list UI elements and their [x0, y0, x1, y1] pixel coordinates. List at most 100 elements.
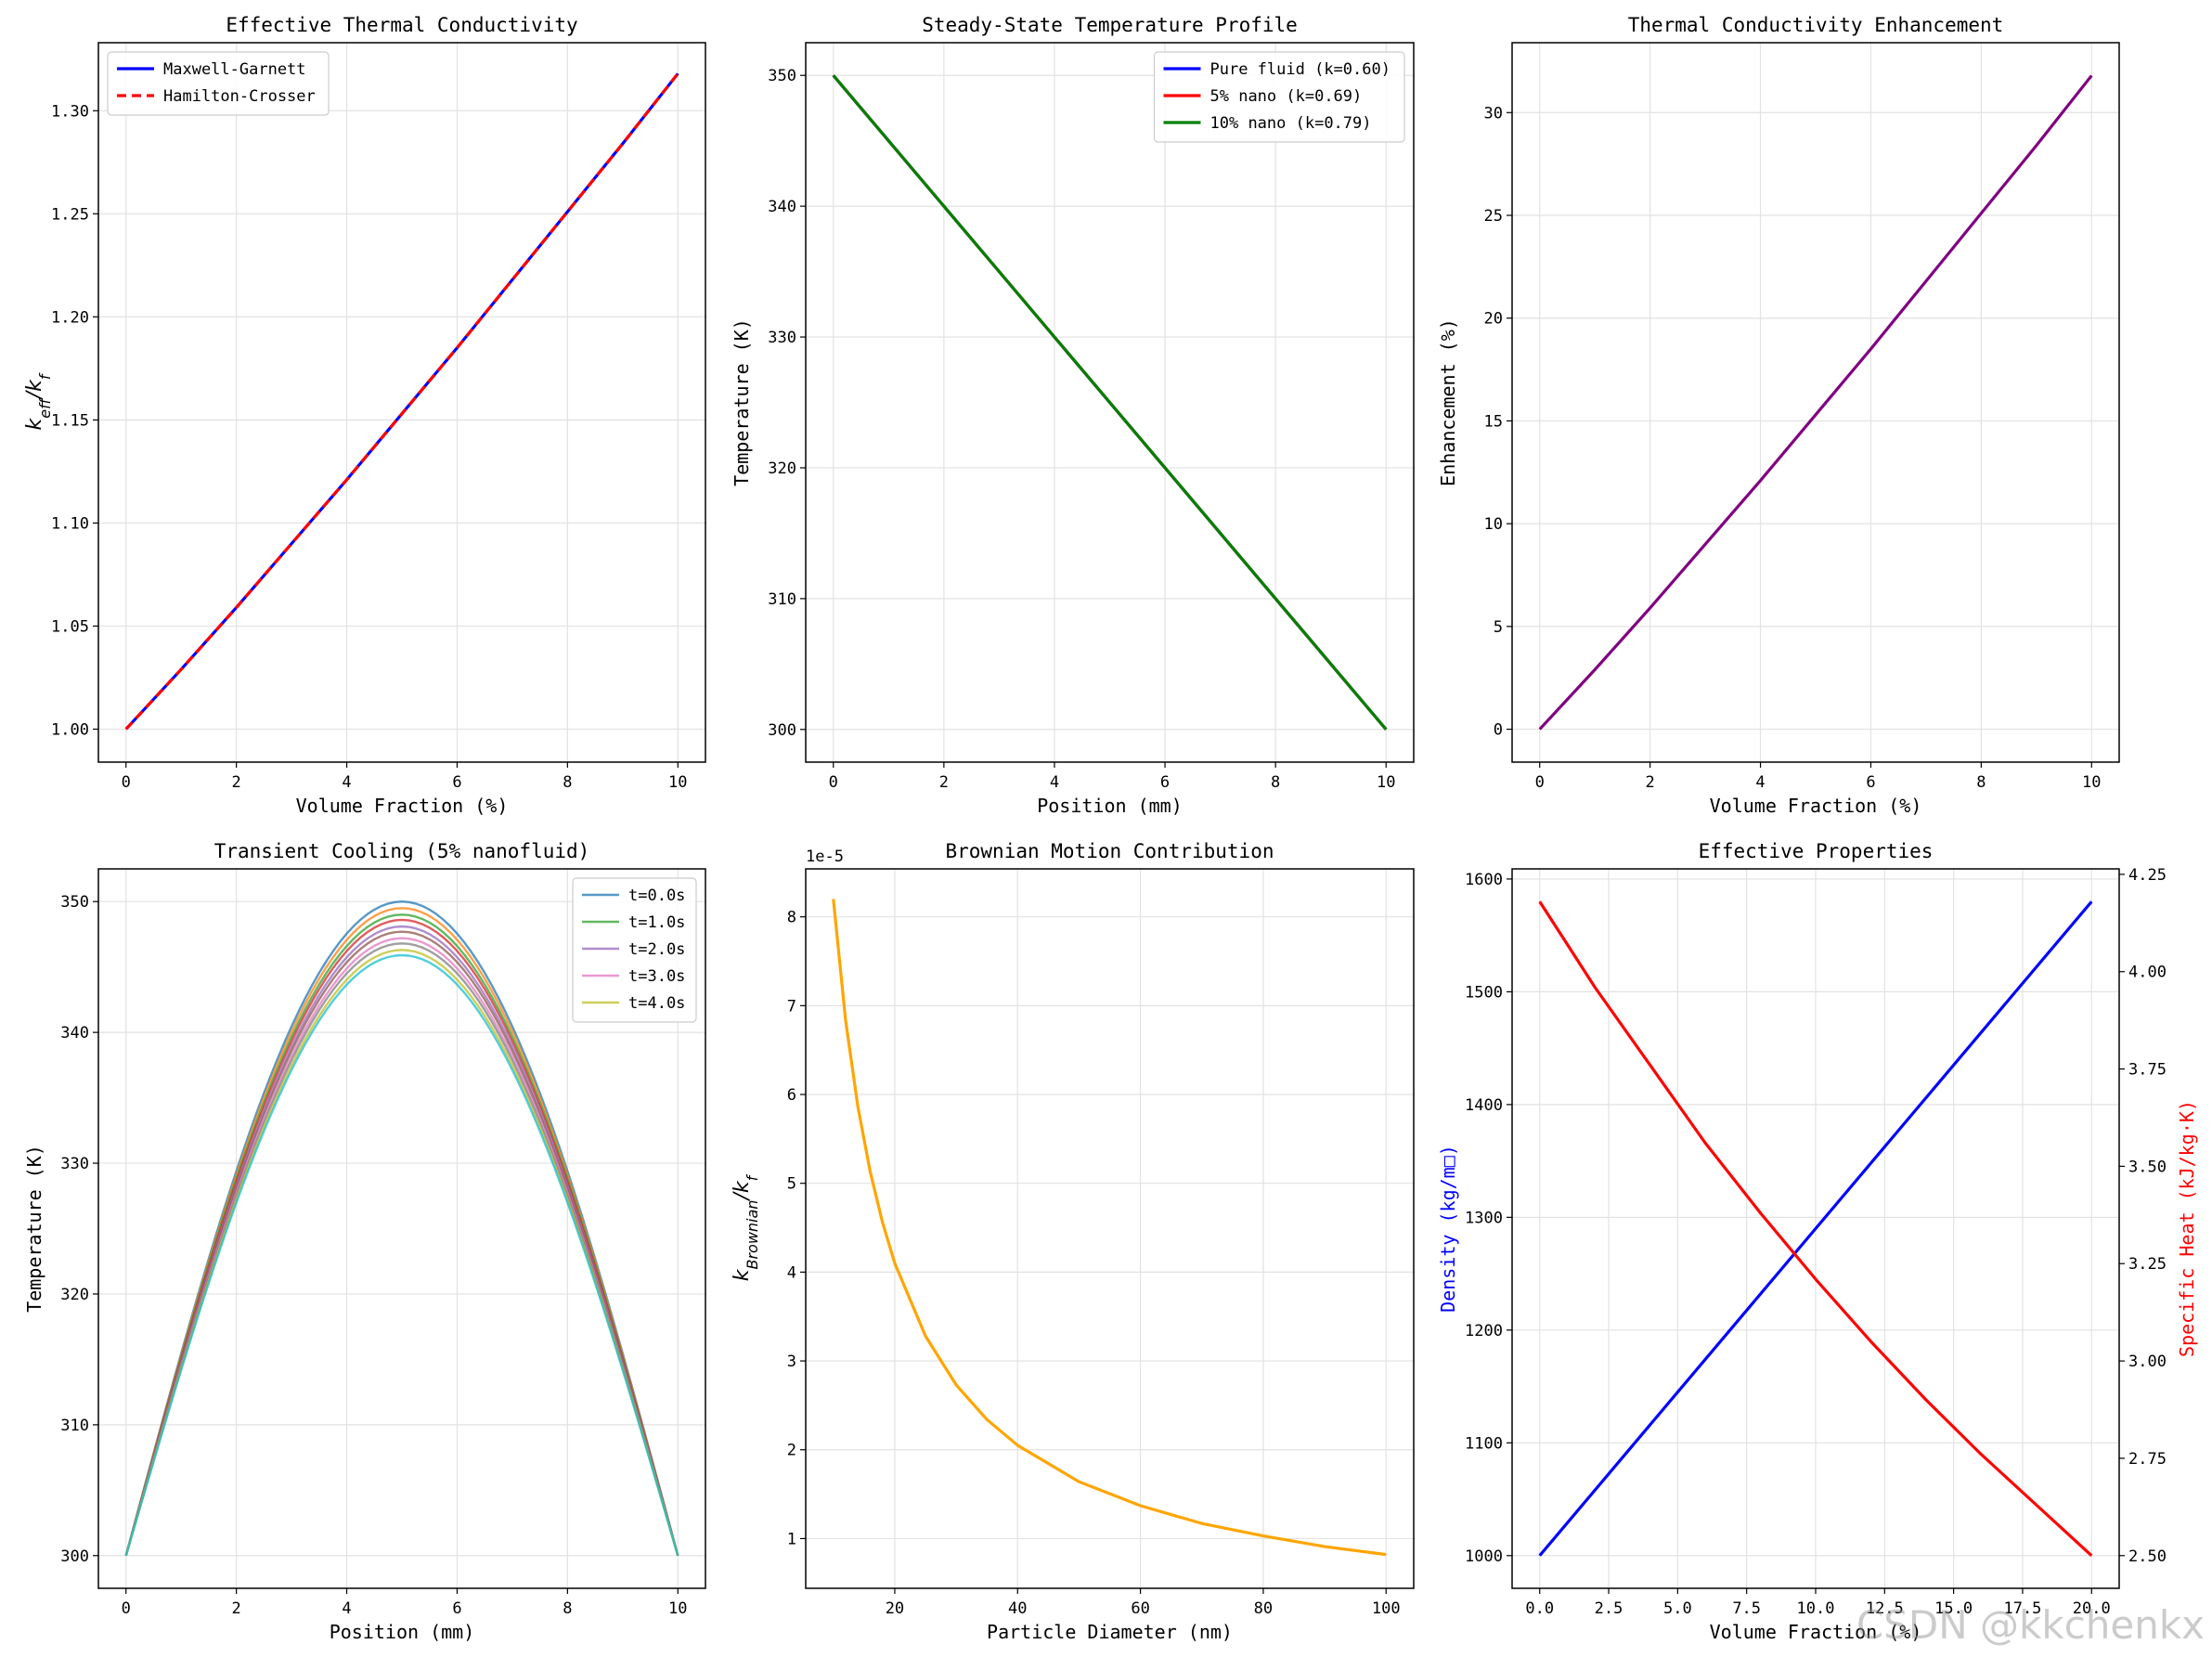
x-tick-label: 0 [1535, 773, 1545, 792]
legend-label: t=4.0s [628, 994, 685, 1013]
x-tick-label: 10.0 [1797, 1599, 1835, 1618]
series-line-6 [124, 930, 679, 1557]
y-tick-label: 20 [1484, 310, 1503, 329]
x-tick-label: 15.0 [1934, 1599, 1973, 1618]
x-tick-label: 10 [1377, 773, 1395, 792]
x-tick-label: 8 [563, 1599, 572, 1618]
y-tick-label: 5 [787, 1175, 796, 1194]
y-tick-label: 4 [787, 1263, 796, 1282]
x-axis-label: Particle Diameter (nm) [987, 1621, 1233, 1643]
y-tick-label: 0 [1494, 721, 1503, 740]
y-right-tick-label: 4.25 [2128, 866, 2167, 885]
y-axis-label: Temperature (K) [23, 1145, 45, 1313]
x-tick-label: 0 [829, 773, 838, 792]
panel-5: 20 40 60 80 100 1 2 3 4 5 6 7 8 Brownian Motion Contr… [731, 840, 1415, 1643]
plot-area [832, 899, 1387, 1557]
x-tick-label: 40 [1008, 1599, 1027, 1618]
series-line-1 [1538, 74, 2093, 731]
x-tick-label: 8 [563, 773, 572, 792]
series-line-1 [832, 899, 1387, 1557]
plot-area [832, 74, 1388, 731]
x-tick-label: 4 [342, 773, 351, 792]
x-tick-label: 17.5 [2003, 1599, 2041, 1618]
x-tick-label: 0.0 [1525, 1599, 1554, 1618]
plot-area [1538, 74, 2093, 731]
series-line-1 [1538, 900, 2093, 1557]
series-line-2 [124, 72, 679, 731]
y-axis-label: keff/kf [23, 372, 54, 430]
y-tick-label: 340 [768, 198, 796, 216]
y-tick-label: 25 [1484, 207, 1503, 226]
y-tick-label: 320 [60, 1286, 89, 1304]
series-line-1 [124, 72, 679, 731]
legend-label: Pure fluid (k=0.60) [1210, 60, 1391, 79]
plot-area [1538, 900, 2093, 1557]
legend-label: 5% nano (k=0.69) [1210, 87, 1363, 106]
y-tick-label: 3 [787, 1353, 796, 1371]
chart-title: Effective Thermal Conductivity [226, 14, 577, 36]
y-tick-label: 320 [768, 460, 796, 478]
x-tick-label: 20 [886, 1599, 904, 1618]
y-tick-label: 330 [60, 1155, 89, 1173]
legend-box [572, 877, 697, 1023]
y-tick-label: 1600 [1465, 871, 1503, 889]
legend-label: Maxwell-Garnett [163, 60, 306, 79]
chart-title: Transient Cooling (5% nanofluid) [214, 840, 590, 862]
x-axis-label: Volume Fraction (%) [1710, 795, 1922, 817]
y-tick-label: 350 [768, 67, 796, 85]
series-line-10 [124, 953, 679, 1557]
x-tick-label: 6 [452, 1599, 461, 1618]
y-tick-label: 1200 [1465, 1322, 1503, 1340]
x-tick-label: 7.5 [1732, 1599, 1761, 1618]
y-tick-label: 300 [768, 721, 796, 740]
y-tick-label: 340 [60, 1024, 89, 1042]
chart-title: Brownian Motion Contribution [945, 840, 1274, 862]
x-axis-label: Position (mm) [330, 1621, 475, 1643]
y-tick-label: 1.30 [51, 102, 89, 121]
x-tick-label: 4 [1050, 773, 1059, 792]
series-line-9 [124, 949, 679, 1557]
x-tick-label: 20.0 [2073, 1599, 2111, 1618]
plot-area [124, 900, 679, 1557]
x-tick-label: 5.0 [1663, 1599, 1692, 1618]
y-tick-label: 1300 [1465, 1209, 1503, 1227]
x-tick-label: 4 [342, 1599, 351, 1618]
offset-label: 1e-5 [806, 848, 844, 866]
y-tick-label: 1.25 [51, 205, 89, 224]
x-axis-label: Position (mm) [1037, 795, 1183, 817]
y-tick-label: 1.05 [51, 617, 89, 636]
y-tick-label: 1400 [1465, 1096, 1503, 1115]
legend: Maxwell-Garnett Hamilton-Crosser [107, 51, 330, 116]
y-tick-label: 5 [1494, 618, 1503, 637]
legend-label: t=1.0s [628, 913, 685, 932]
legend-box [107, 51, 330, 116]
series-line-2 [1538, 900, 2093, 1557]
x-tick-label: 2.5 [1595, 1599, 1623, 1618]
plot-area [124, 72, 679, 731]
series-line-8 [124, 942, 679, 1557]
x-tick-label: 6 [452, 773, 461, 792]
x-tick-label: 0 [122, 773, 131, 792]
legend: t=0.0s t=1.0s t=2.0s t=3.0s t=4.0s [572, 877, 697, 1023]
x-tick-label: 6 [1160, 773, 1170, 792]
y-right-tick-label: 4.00 [2128, 964, 2167, 982]
y-tick-label: 1.20 [51, 308, 89, 327]
legend-box [1153, 51, 1405, 143]
y-tick-label: 1.00 [51, 720, 89, 739]
x-tick-label: 4 [1755, 773, 1765, 792]
x-tick-label: 10 [668, 1599, 687, 1618]
y-axis-label: Enhancement (%) [1437, 318, 1459, 486]
y-tick-label: 6 [787, 1086, 796, 1105]
y-tick-label: 330 [768, 329, 796, 347]
y-tick-label: 30 [1484, 104, 1503, 123]
y-tick-label: 310 [768, 590, 796, 609]
y-tick-label: 1.15 [51, 411, 89, 430]
y-tick-label: 1 [787, 1530, 796, 1548]
chart-title: Thermal Conductivity Enhancement [1628, 14, 2004, 36]
y-right-tick-label: 3.75 [2128, 1061, 2167, 1080]
x-axis-label: Volume Fraction (%) [296, 795, 509, 817]
legend-label: t=0.0s [628, 887, 685, 905]
x-tick-label: 12.5 [1866, 1599, 1904, 1618]
y-axis-label: Temperature (K) [731, 318, 753, 486]
